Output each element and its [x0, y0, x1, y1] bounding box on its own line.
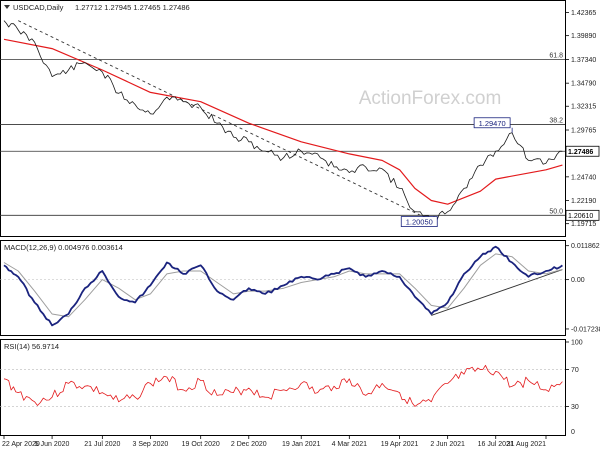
y-tick-label: 70 — [571, 367, 579, 374]
current-price-box — [565, 145, 600, 157]
y-tick-label: -0.017238 — [571, 326, 600, 333]
x-tick-label: 4 Mar 2021 — [332, 441, 368, 448]
x-tick-label: 16 Jul 2021 — [478, 441, 514, 448]
x-tick-label: 5 Jun 2020 — [35, 441, 70, 448]
y-tick-label: 1.24740 — [571, 174, 596, 181]
y-tick-label: 0.011862 — [571, 243, 600, 250]
y-tick-label: 1.39890 — [571, 33, 596, 40]
y-tick-label: 1.22190 — [571, 198, 596, 205]
rsi-line — [3, 364, 563, 407]
x-tick-label: 19 Oct 2020 — [182, 441, 220, 448]
macd-trendline — [431, 269, 563, 316]
x-tick-label: 3 Sep 2020 — [133, 441, 169, 448]
support-price-box — [565, 209, 600, 221]
moving-average-line — [3, 38, 563, 205]
fib-level-label: 61.8 — [549, 52, 563, 59]
y-tick-label: 1.37340 — [571, 57, 596, 64]
macd-line — [3, 245, 563, 327]
y-tick-label: 0 — [571, 429, 575, 436]
price-line — [3, 20, 563, 222]
x-tick-label: 2 Jun 2021 — [430, 441, 465, 448]
y-tick-label: 1.19715 — [571, 221, 596, 228]
watermark: ActionForex.com — [359, 88, 502, 109]
y-tick-label: 30 — [571, 404, 579, 411]
price-panel-frame — [0, 0, 566, 237]
y-tick-label: 1.42365 — [571, 10, 596, 17]
x-tick-label: 22 Apr 2020 — [2, 441, 40, 448]
rsi-title: RSI(14) 56.9714 — [4, 342, 59, 351]
macd-signal-line — [3, 253, 563, 318]
y-tick-label: 1.32315 — [571, 104, 596, 111]
x-tick-label: 31 Aug 2021 — [507, 441, 546, 448]
annotation-label: 1.20050 — [406, 218, 433, 227]
annotation-label: 1.29470 — [479, 119, 506, 128]
ohlc-label: 1.27712 1.27945 1.27465 1.27486 — [75, 3, 190, 12]
y-tick-label: 1.29765 — [571, 128, 596, 135]
price-trendline — [18, 20, 432, 221]
rsi-panel-frame — [0, 339, 566, 436]
symbol-label: USDCAD,Daily — [13, 3, 64, 12]
y-tick-label: 0.00 — [571, 277, 585, 284]
macd-panel-frame — [0, 240, 566, 336]
annotation-box — [400, 216, 438, 227]
current-price-label: 1.27486 — [568, 149, 593, 156]
x-tick-label: 19 Jan 2021 — [282, 441, 321, 448]
annotation-box — [473, 117, 511, 129]
x-tick-label: 2 Dec 2020 — [231, 441, 267, 448]
support-price-label: 1.20610 — [568, 213, 593, 220]
chevron-down-icon[interactable] — [4, 5, 10, 9]
macd-title: MACD(12,26,9) 0.004976 0.003614 — [4, 243, 123, 252]
x-tick-label: 19 Apr 2021 — [381, 441, 419, 448]
fib-level-label: 38.2 — [549, 118, 563, 125]
y-tick-label: 1.34790 — [571, 81, 596, 88]
x-tick-label: 21 Jul 2020 — [84, 441, 120, 448]
fib-level-label: 50.0 — [549, 208, 563, 215]
y-tick-label: 100 — [571, 340, 583, 347]
